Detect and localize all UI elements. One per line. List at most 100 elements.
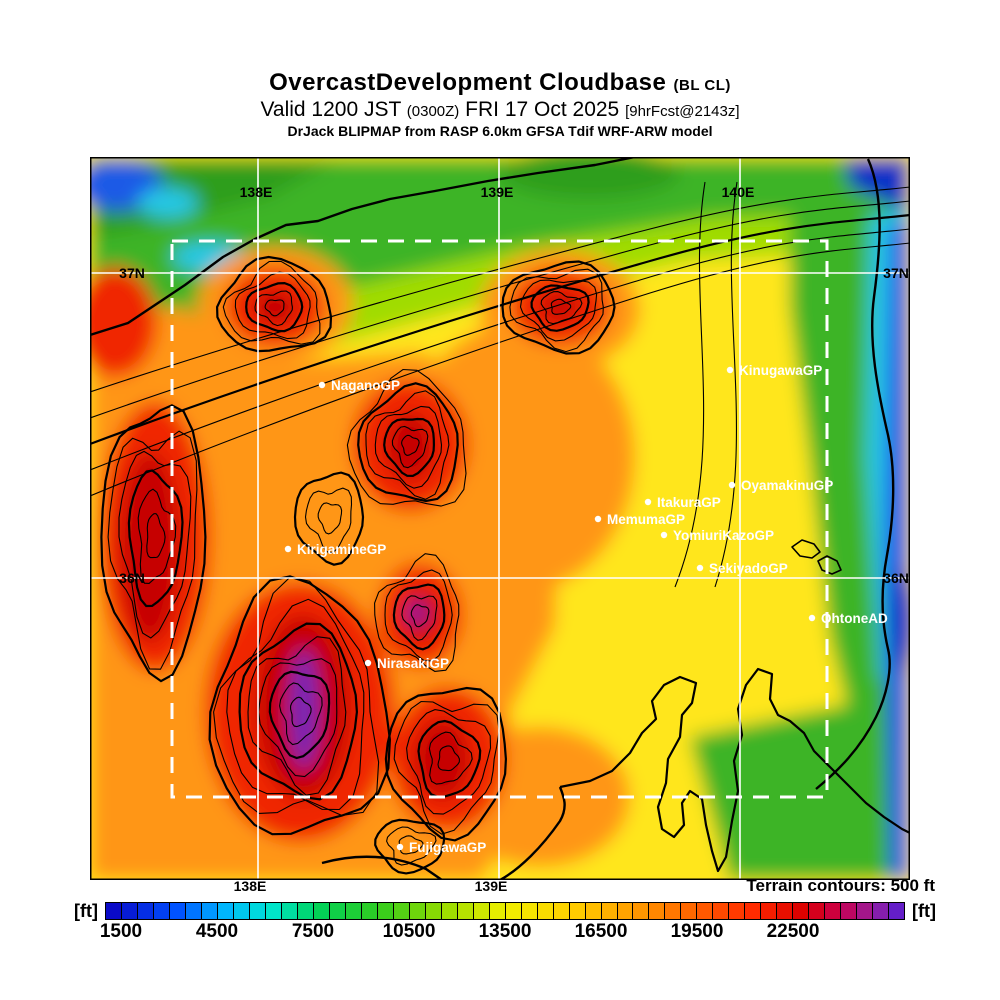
latitude-label: 36N <box>883 570 909 586</box>
valid-date: FRI 17 Oct 2025 <box>465 98 620 121</box>
longitude-label: 140E <box>722 184 755 200</box>
site-label: NirasakiGP <box>377 656 449 671</box>
bottom-longitude-label: 139E <box>474 878 508 894</box>
site-label: MemumaGP <box>607 512 685 527</box>
colorbar-segment <box>617 903 634 919</box>
site-label: OhtoneAD <box>821 611 888 626</box>
longitude-label: 139E <box>481 184 514 200</box>
colorbar-tick-label: 1500 <box>99 921 143 942</box>
colorbar-tick-label: 16500 <box>574 921 628 942</box>
colorbar-segment <box>825 903 842 919</box>
colorbar-segment <box>633 903 650 919</box>
site-label: YomiuriKazoGP <box>673 528 774 543</box>
site-marker-dot <box>364 659 372 667</box>
colorbar-segment <box>217 903 234 919</box>
colorbar-segment <box>729 903 746 919</box>
colorbar-segment <box>873 903 890 919</box>
colorbar-segment <box>841 903 858 919</box>
colorbar-segment <box>777 903 794 919</box>
site-marker-dot <box>728 481 736 489</box>
site-label: NaganoGP <box>331 378 400 393</box>
inner-domain-box <box>170 239 829 799</box>
map-frame <box>90 157 910 880</box>
colorbar-tick-label: 13500 <box>478 921 532 942</box>
forecast-map: 138E 139E 140E 37N 37N 36N 36N NaganoGP Kinugawa… <box>90 157 910 880</box>
colorbar-segment <box>505 903 522 919</box>
colorbar-segment <box>473 903 490 919</box>
colorbar-tick-label: 10500 <box>382 921 436 942</box>
colorbar-segment <box>185 903 202 919</box>
longitude-label: 138E <box>240 184 273 200</box>
colorbar <box>105 902 905 920</box>
latitude-label: 37N <box>883 265 909 281</box>
colorbar-segment <box>601 903 618 919</box>
colorbar-segment <box>345 903 362 919</box>
coastline <box>90 157 910 880</box>
valid-utc: (0300Z) <box>406 103 460 120</box>
colorbar-tick-label: 19500 <box>670 921 724 942</box>
colorbar-segment <box>265 903 282 919</box>
colorbar-segment <box>329 903 346 919</box>
site-marker-dot <box>396 843 404 851</box>
site-markers: NaganoGP KinugawaGP OyamakinuGP ItakuraGP Me… <box>284 363 888 855</box>
valid-time-line: Valid 1200 JST (0300Z) FRI 17 Oct 2025 [… <box>0 98 1000 122</box>
colorbar-unit-left: [ft] <box>74 901 98 921</box>
map-canvas: 138E 139E 140E 37N 37N 36N 36N NaganoGP Kinugawa… <box>90 157 910 880</box>
cloudbase-field <box>90 157 910 880</box>
colorbar-segment <box>489 903 506 919</box>
site-marker-dot <box>644 498 652 506</box>
map-layers: 138E 139E 140E 37N 37N 36N 36N NaganoGP Kinugawa… <box>90 157 910 880</box>
colorbar-segment <box>537 903 554 919</box>
colorbar-segment <box>809 903 826 919</box>
colorbar-segment <box>553 903 570 919</box>
title-tag: (BL CL) <box>673 77 731 94</box>
title-text: OvercastDevelopment Cloudbase <box>269 69 667 96</box>
colorbar-tick-label: 4500 <box>195 921 239 942</box>
colorbar-segment <box>441 903 458 919</box>
colorbar-segment <box>153 903 170 919</box>
colorbar-segment <box>457 903 474 919</box>
colorbar-segment <box>649 903 666 919</box>
colorbar-segment <box>106 903 122 919</box>
colorbar-segment <box>249 903 266 919</box>
header: OvercastDevelopment Cloudbase (BL CL) Va… <box>0 69 1000 139</box>
colorbar-segment <box>297 903 314 919</box>
site-label: KinugawaGP <box>739 363 822 378</box>
colorbar-segment <box>569 903 586 919</box>
colorbar-segment <box>889 903 905 919</box>
colorbar-segment <box>697 903 714 919</box>
site-label: OyamakinuGP <box>741 478 833 493</box>
colorbar-segment <box>169 903 186 919</box>
colorbar-segment <box>233 903 250 919</box>
colorbar-tick-label: 7500 <box>291 921 335 942</box>
terrain-contours-note: Terrain contours: 500 ft <box>746 876 935 895</box>
site-marker-dot <box>594 515 602 523</box>
colorbar-segment <box>137 903 154 919</box>
colorbar-segment <box>409 903 426 919</box>
site-marker-dot <box>284 545 292 553</box>
site-label: SekiyadoGP <box>709 561 788 576</box>
colorbar-segment <box>201 903 218 919</box>
colorbar-segment <box>377 903 394 919</box>
colorbar-segment <box>713 903 730 919</box>
colorbar-segment <box>745 903 762 919</box>
terrain-contour-lines <box>90 181 910 875</box>
site-marker-dot <box>660 531 668 539</box>
site-label: KirigamineGP <box>297 542 386 557</box>
site-marker-dot <box>318 381 326 389</box>
colorbar-segment <box>521 903 538 919</box>
site-label: ItakuraGP <box>657 495 721 510</box>
colorbar-segment <box>121 903 138 919</box>
site-marker-dot <box>696 564 704 572</box>
valid-main: Valid 1200 JST <box>260 98 401 121</box>
site-label: FujigawaGP <box>409 840 486 855</box>
colorbar-segment <box>857 903 874 919</box>
page-title: OvercastDevelopment Cloudbase (BL CL) <box>0 69 1000 97</box>
colorbar-segment <box>793 903 810 919</box>
latitude-label: 36N <box>119 570 145 586</box>
colorbar-segment <box>681 903 698 919</box>
bottom-longitude-label: 138E <box>233 878 267 894</box>
site-marker-dot <box>808 614 816 622</box>
colorbar-segment <box>393 903 410 919</box>
